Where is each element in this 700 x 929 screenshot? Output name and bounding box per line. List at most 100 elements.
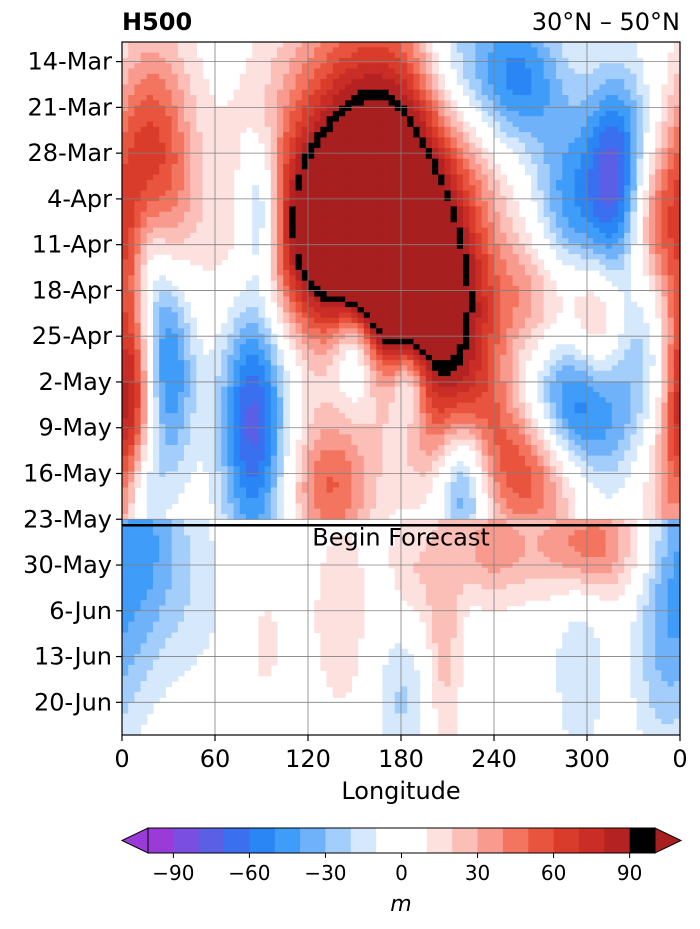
heat-cell [673,158,680,165]
heat-cell [531,158,538,165]
heat-cell [301,285,309,292]
heat-cell [407,148,414,154]
heat-cell [134,270,142,276]
heat-cell [134,285,142,292]
heat-cell [642,243,650,250]
heat-cell [289,285,297,292]
heat-cell [438,376,445,382]
heat-cell [599,179,607,186]
heat-cell [339,206,346,213]
heat-cell [673,323,680,329]
heat-cell [574,100,582,107]
heat-cell [153,344,160,351]
heat-cell [165,68,173,75]
heat-cell [649,275,656,282]
heat-cell [500,79,507,86]
heat-cell [295,121,303,128]
heat-cell [196,100,204,107]
heat-cell [122,169,129,176]
heat-cell [649,163,656,170]
heat-cell [487,190,495,197]
heat-cell [568,349,576,356]
heat-cell [357,190,365,197]
heat-cell [215,238,222,245]
heat-cell [599,376,607,382]
heat-cell [556,211,563,218]
heat-cell [159,206,166,213]
heat-cell [246,360,253,367]
heat-cell [264,132,272,139]
heat-cell [246,68,253,75]
heat-cell [345,333,352,340]
heat-cell [208,354,216,361]
heat-cell [518,323,526,329]
heat-cell [587,365,594,372]
heat-cell [525,142,532,149]
heat-cell [314,190,321,197]
heat-cell [469,365,476,372]
heat-cell [518,285,526,292]
heat-cell [407,227,414,234]
heat-cell [630,201,638,207]
heat-cell [611,110,619,117]
heat-cell [128,174,135,181]
heat-cell [233,105,241,112]
heat-cell [518,328,526,335]
heat-cell [419,79,427,86]
heat-cell [673,238,680,245]
heat-cell [184,174,191,181]
heat-cell [407,344,414,351]
heat-cell [345,79,352,86]
heat-cell [556,190,563,197]
heat-cell [202,116,210,123]
heat-cell [270,63,278,70]
heat-cell [630,89,638,96]
heat-cell [394,301,402,308]
heat-cell [320,275,328,282]
heat-cell [463,68,470,75]
heat-cell [518,312,526,319]
heat-cell [432,248,439,255]
heat-cell [314,365,321,372]
heat-cell [655,179,662,186]
heat-cell [425,153,433,160]
heat-cell [332,137,340,144]
heat-cell [326,296,334,303]
heat-cell [667,100,675,107]
heat-cell [351,285,359,292]
heat-cell [308,206,315,213]
heat-cell [357,259,365,266]
heat-cell [320,174,328,181]
heat-cell [221,163,228,170]
heat-cell [475,89,483,96]
heat-cell [308,254,315,261]
heat-cell [636,153,644,160]
heat-cell [270,148,278,154]
heat-cell [413,121,421,128]
heat-cell [407,333,414,340]
heat-cell [153,381,160,388]
heat-cell [339,79,346,86]
heat-cell [258,354,266,361]
heat-cell [301,163,309,170]
heat-cell [153,206,160,213]
heat-cell [556,105,563,112]
heat-cell [407,285,414,292]
heat-cell [140,349,148,356]
heat-cell [388,57,396,64]
heat-cell [320,296,328,303]
heat-cell [438,238,445,245]
heat-cell [314,243,321,250]
heat-cell [469,169,476,176]
heat-cell [401,307,408,314]
heat-cell [506,307,514,314]
heat-cell [438,264,445,271]
heat-cell [531,323,538,329]
heat-cell [146,216,154,223]
heat-cell [332,79,340,86]
heat-cell [587,110,594,117]
heat-cell [407,238,414,245]
heat-cell [444,285,452,292]
heat-cell [289,68,297,75]
heat-cell [574,57,582,64]
